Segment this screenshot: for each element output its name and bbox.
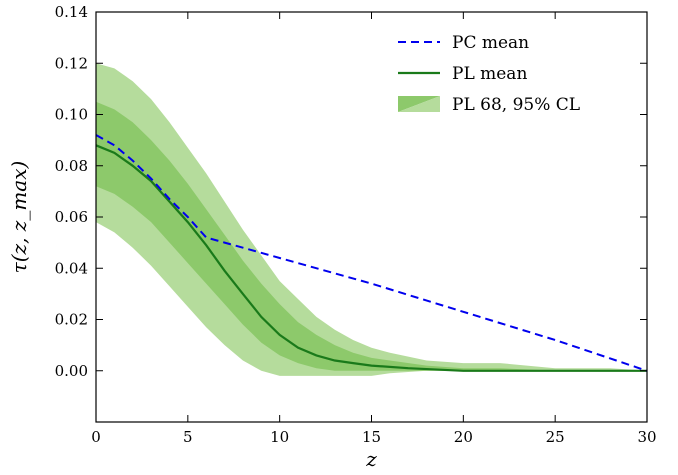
legend-label-pl-mean: PL mean (452, 64, 527, 84)
x-tick-label: 15 (362, 428, 381, 446)
x-tick-label: 10 (270, 428, 289, 446)
y-tick-label: 0.06 (55, 208, 88, 226)
y-tick-label: 0.10 (55, 106, 88, 124)
pl-mean-line (95, 144, 647, 372)
y-tick-label: 0.12 (55, 54, 88, 72)
y-axis-label: τ(z, z_max) (7, 161, 31, 274)
y-tick-label: 0.00 (55, 362, 88, 380)
lines-layer (95, 134, 648, 372)
y-tick-label: 0.08 (55, 157, 88, 175)
x-axis-label: z (365, 447, 377, 471)
y-tick-label: 0.04 (55, 259, 88, 277)
x-tick-label: 30 (637, 428, 656, 446)
pl-68-cl-band (96, 101, 647, 371)
pc-mean-line (95, 134, 648, 372)
y-axis-ticks: 0.00 0.02 0.04 0.06 0.08 0.10 0.12 0.14 (55, 3, 647, 380)
y-tick-label: 0.14 (55, 3, 88, 21)
bands-layer (96, 63, 647, 376)
x-tick-label: 5 (183, 428, 193, 446)
y-tick-label: 0.02 (55, 311, 88, 329)
x-tick-label: 20 (454, 428, 473, 446)
x-axis-ticks: 0 5 10 15 20 25 30 (91, 12, 657, 446)
legend-swatch-band-95 (398, 96, 440, 112)
legend: PC mean PL mean PL 68, 95% CL (398, 33, 580, 115)
x-tick-label: 0 (91, 428, 101, 446)
x-tick-label: 25 (546, 428, 565, 446)
legend-label-pc-mean: PC mean (452, 33, 529, 53)
legend-label-pl-cl: PL 68, 95% CL (452, 95, 580, 115)
